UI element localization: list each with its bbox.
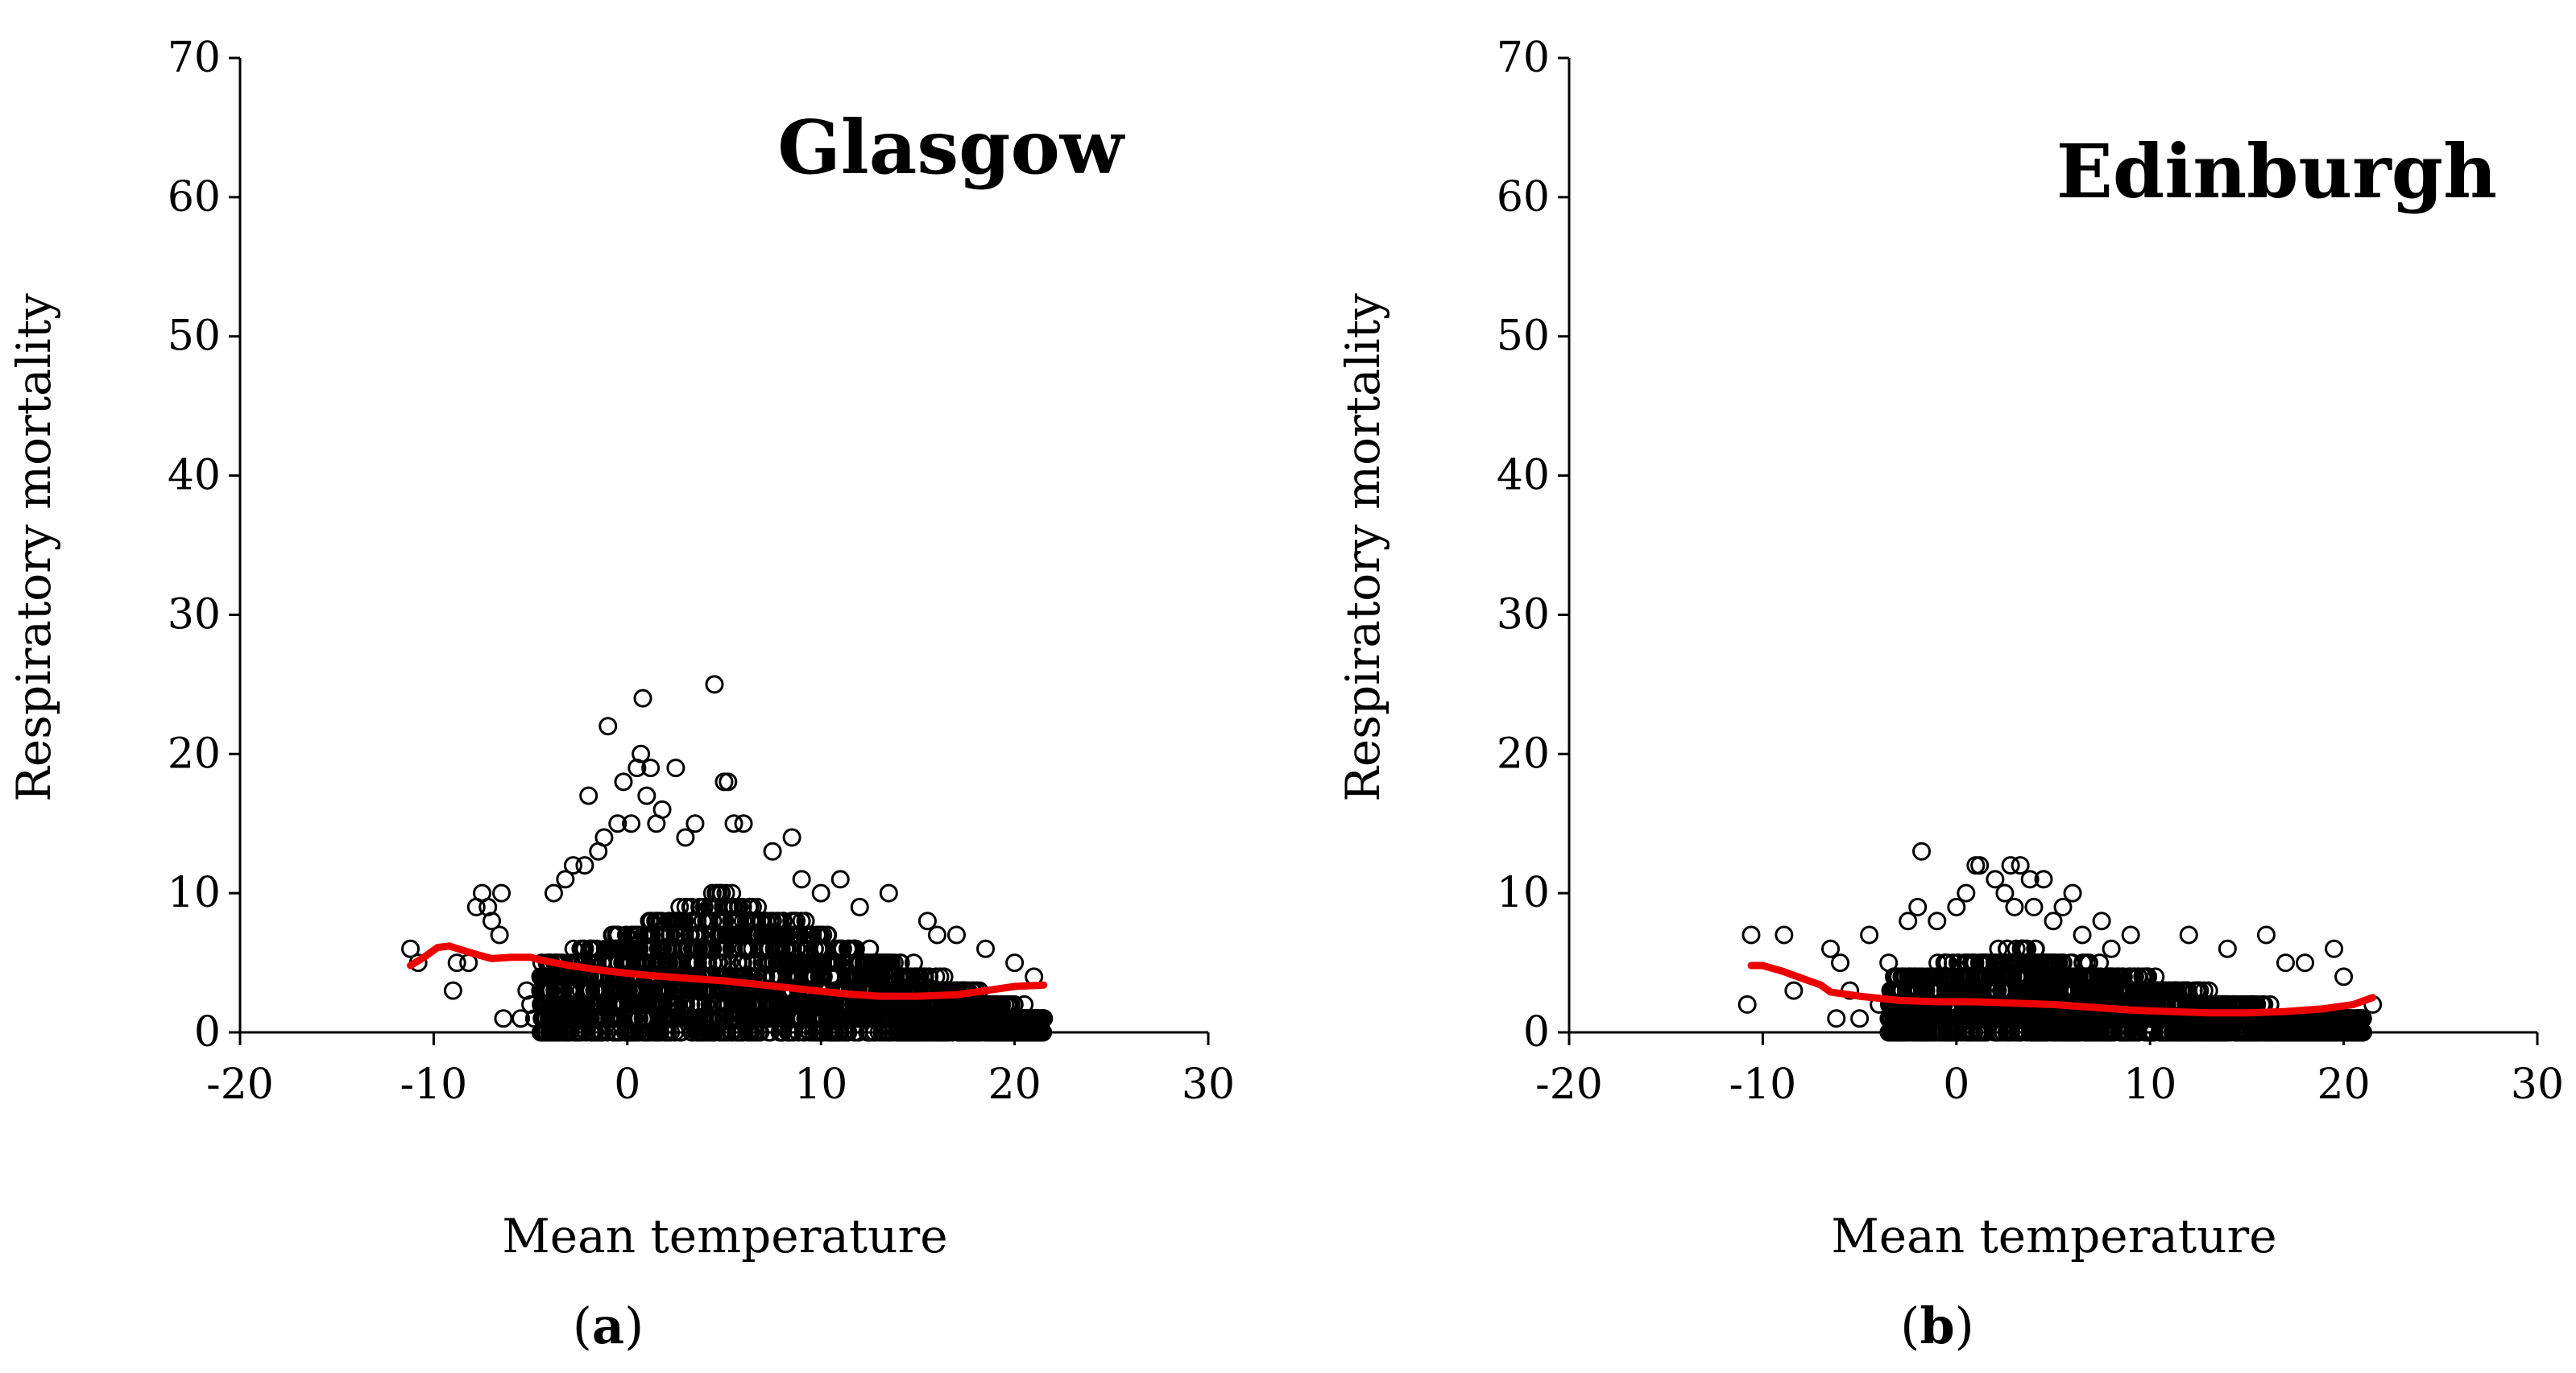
y-tick-label: 60: [168, 173, 221, 221]
y-tick-label: 50: [1497, 312, 1550, 361]
scatter-point: [635, 690, 651, 706]
y-tick-label: 70: [168, 34, 221, 82]
scatter-point: [832, 871, 848, 887]
x-tick-label: 20: [988, 1061, 1042, 1109]
x-tick-label: 0: [1943, 1061, 1969, 1109]
y-tick-label: 20: [1497, 730, 1550, 778]
scatter-point: [495, 1011, 511, 1027]
x-tick-label: 10: [794, 1061, 847, 1109]
x-axis-title: Mean temperature: [1831, 1209, 2276, 1263]
scatter-point: [716, 774, 732, 790]
scatter-point: [706, 676, 723, 693]
scatter-point: [813, 885, 829, 901]
y-axis-title: Respiratory mortality: [6, 293, 61, 802]
y-tick-label: 30: [168, 590, 221, 639]
scatter-point: [654, 801, 670, 817]
scatter-point: [600, 718, 616, 734]
scatter-point: [639, 788, 655, 804]
y-tick-label: 30: [1497, 590, 1550, 639]
x-tick-label: -10: [1729, 1061, 1797, 1109]
scatter-point: [445, 982, 461, 999]
scatter-point: [615, 774, 632, 790]
scatter-point: [784, 829, 800, 846]
scatter-point: [735, 816, 752, 832]
scatter-point: [581, 788, 597, 804]
y-tick-label: 10: [1497, 869, 1550, 917]
scatter-points: [403, 676, 1052, 1040]
x-tick-label: 0: [614, 1061, 640, 1109]
scatter-point: [793, 871, 810, 887]
y-tick-label: 0: [194, 1008, 221, 1057]
scatter-point: [687, 816, 703, 832]
scatter-point: [929, 927, 945, 943]
x-tick-label: 10: [2123, 1061, 2176, 1109]
scatter-point: [978, 941, 994, 957]
scatter-point: [596, 829, 612, 846]
y-axis-title: Respiratory mortality: [1336, 293, 1390, 802]
panel-edinburgh: Respiratory mortality Mean temperature E…: [1336, 34, 2564, 1355]
y-tick-label: 50: [168, 312, 221, 361]
scatter-point: [720, 774, 736, 790]
x-tick-label: -20: [206, 1061, 274, 1109]
y-tick-label: 70: [1497, 34, 1550, 82]
x-tick-label: -20: [1535, 1061, 1603, 1109]
scatter-point: [1007, 955, 1023, 971]
scatter-point: [491, 927, 507, 943]
scatter-point: [545, 885, 561, 901]
panel-label: (b): [1900, 1296, 1974, 1355]
panel-glasgow: Respiratory mortality Mean temperature G…: [6, 34, 1235, 1355]
scatter-point: [948, 927, 964, 943]
panel-label-letter: a: [592, 1296, 624, 1355]
x-axis-title: Mean temperature: [502, 1209, 947, 1263]
chart-title: Glasgow: [777, 104, 1126, 191]
scatter-point: [764, 843, 781, 859]
y-tick-label: 40: [168, 452, 221, 500]
x-tick-label: 30: [2511, 1061, 2564, 1109]
y-tick-label: 60: [1497, 173, 1550, 221]
scatter-point: [851, 899, 868, 915]
x-tick-label: 20: [2317, 1061, 2371, 1109]
y-tick-label: 10: [168, 869, 221, 917]
scatter-point: [494, 885, 510, 901]
x-tick-label: -10: [400, 1061, 468, 1109]
y-tick-label: 40: [1497, 452, 1550, 500]
y-tick-label: 20: [168, 730, 221, 778]
scatter-point: [668, 760, 684, 776]
scatter-point: [577, 858, 593, 874]
panel-label-letter: b: [1920, 1296, 1954, 1355]
x-tick-label: 30: [1182, 1061, 1235, 1109]
chart-title: Edinburgh: [2056, 128, 2497, 215]
y-tick-label: 0: [1523, 1008, 1550, 1057]
panel-label: (a): [573, 1296, 644, 1355]
scatter-point: [880, 885, 897, 901]
